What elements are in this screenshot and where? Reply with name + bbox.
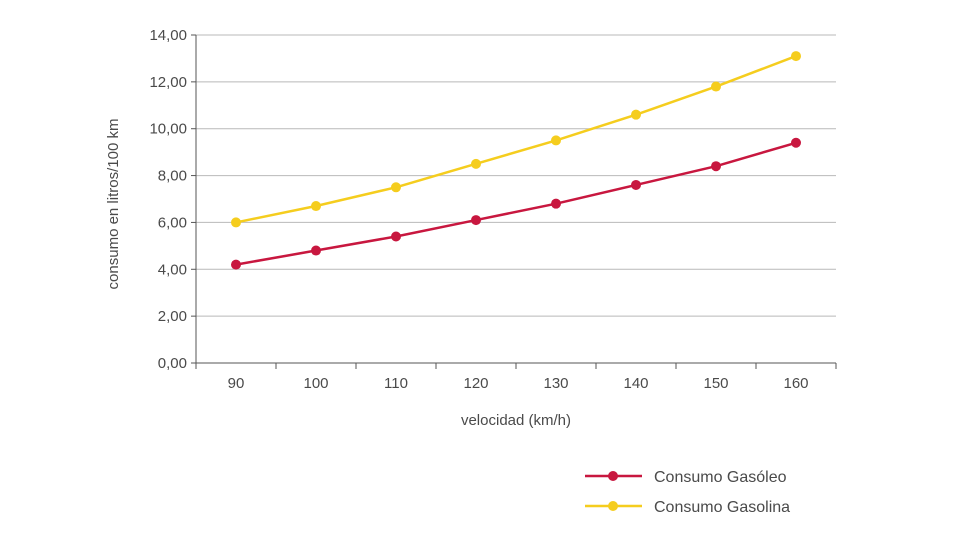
data-point <box>631 109 641 120</box>
data-point <box>311 245 321 256</box>
data-point <box>231 217 241 228</box>
legend-item: Consumo Gasolina <box>585 499 790 516</box>
x-tick-labels: 90 100 110 120 130 140 150 160 <box>228 375 809 392</box>
y-tick-label: 4,00 <box>158 261 187 278</box>
legend: Consumo Gasóleo Consumo Gasolina <box>585 469 790 516</box>
y-tick-labels: 0,00 2,00 4,00 6,00 8,00 10,00 12,00 14,00 <box>149 27 187 372</box>
data-point <box>471 158 481 169</box>
x-tick-label: 140 <box>623 375 648 392</box>
axes <box>195 35 836 364</box>
y-tick-label: 0,00 <box>158 355 187 372</box>
x-tick-label: 110 <box>384 375 408 392</box>
data-point <box>631 179 641 190</box>
series-line <box>235 54 797 224</box>
y-axis-label: consumo en litros/100 km <box>105 119 122 290</box>
data-point <box>231 259 241 270</box>
x-tick-label: 130 <box>543 375 568 392</box>
data-point <box>391 182 401 193</box>
legend-swatch-marker <box>608 471 618 481</box>
data-point <box>391 231 401 242</box>
x-tick-label: 100 <box>303 375 328 392</box>
legend-swatch-marker <box>608 501 618 511</box>
data-point <box>551 198 561 209</box>
x-tick-label: 90 <box>228 375 245 392</box>
x-axis-label: velocidad (km/h) <box>461 412 571 429</box>
data-point <box>471 215 481 226</box>
legend-item: Consumo Gasóleo <box>585 469 787 486</box>
x-tick-label: 160 <box>783 375 808 392</box>
series-1 <box>231 51 801 228</box>
data-point <box>711 81 721 92</box>
x-tick-label: 150 <box>703 375 728 392</box>
y-tick-label: 10,00 <box>149 121 187 138</box>
series-line <box>235 141 797 266</box>
legend-label: Consumo Gasolina <box>654 499 790 516</box>
data-point <box>791 51 801 62</box>
series-0 <box>231 137 801 270</box>
gridlines <box>191 34 837 369</box>
y-tick-label: 12,00 <box>149 74 187 91</box>
y-tick-label: 2,00 <box>158 308 187 325</box>
y-tick-label: 14,00 <box>149 27 187 44</box>
y-tick-label: 6,00 <box>158 214 187 231</box>
data-point <box>791 137 801 148</box>
legend-label: Consumo Gasóleo <box>654 469 787 486</box>
series-group <box>231 51 801 270</box>
data-point <box>311 201 321 212</box>
data-point <box>711 161 721 172</box>
x-tick-label: 120 <box>463 375 488 392</box>
y-tick-label: 8,00 <box>158 168 187 185</box>
data-point <box>551 135 561 146</box>
